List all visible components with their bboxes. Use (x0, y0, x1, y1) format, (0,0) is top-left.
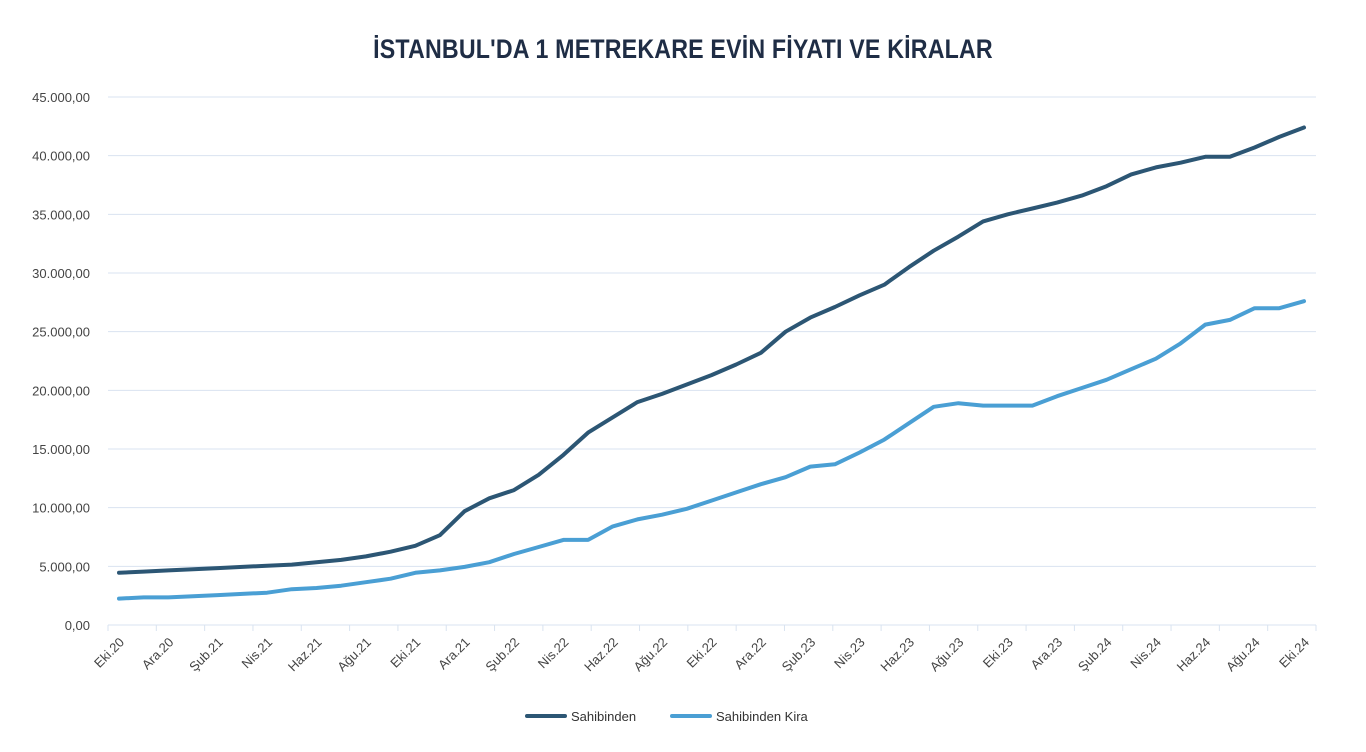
y-tick-label: 10.000,00 (32, 501, 90, 516)
x-tick-label: Ara.20 (139, 635, 177, 673)
x-tick-label: Eki.22 (683, 635, 719, 671)
x-tick-label: Nis.24 (1127, 635, 1164, 672)
chart-title: İSTANBUL'DA 1 METREKARE EVİN FİYATI VE K… (373, 34, 993, 64)
x-tick-label: Ara.21 (435, 635, 473, 673)
x-tick-label: Ara.23 (1028, 635, 1066, 673)
y-tick-label: 15.000,00 (32, 442, 90, 457)
x-tick-label: Eki.20 (91, 635, 127, 671)
x-tick-label: Eki.24 (1276, 635, 1312, 671)
x-tick-label: Şub.22 (482, 635, 522, 675)
series-line-sahibinden-kira (117, 299, 1306, 601)
y-tick-label: 5.000,00 (39, 559, 90, 574)
x-tick-label: Şub.23 (779, 635, 819, 675)
y-tick-label: 40.000,00 (32, 149, 90, 164)
x-tick-label: Ağu.22 (631, 635, 671, 675)
x-tick-label: Haz.21 (285, 635, 325, 675)
x-tick-label: Nis.22 (535, 635, 572, 672)
legend-label: Sahibinden Kira (716, 709, 809, 724)
y-tick-label: 30.000,00 (32, 266, 90, 281)
y-tick-label: 25.000,00 (32, 325, 90, 340)
x-tick-label: Şub.21 (186, 635, 226, 675)
legend-label: Sahibinden (571, 709, 636, 724)
x-tick-label: Eki.23 (980, 635, 1016, 671)
x-tick-label: Haz.22 (581, 635, 621, 675)
series-line-sahibinden (117, 125, 1306, 575)
x-tick-label: Nis.21 (239, 635, 276, 672)
y-tick-label: 0,00 (65, 618, 90, 633)
y-tick-label: 35.000,00 (32, 207, 90, 222)
x-tick-label: Nis.23 (831, 635, 868, 672)
y-tick-label: 20.000,00 (32, 383, 90, 398)
x-tick-label: Eki.21 (387, 635, 423, 671)
x-tick-label: Şub.24 (1075, 635, 1115, 675)
x-tick-label: Ağu.23 (927, 635, 967, 675)
x-tick-label: Ağu.21 (334, 635, 374, 675)
x-tick-label: Ara.22 (731, 635, 769, 673)
x-tick-label: Haz.24 (1174, 635, 1214, 675)
x-tick-label: Haz.23 (877, 635, 917, 675)
y-tick-label: 45.000,00 (32, 90, 90, 105)
x-tick-label: Ağu.24 (1223, 635, 1263, 675)
